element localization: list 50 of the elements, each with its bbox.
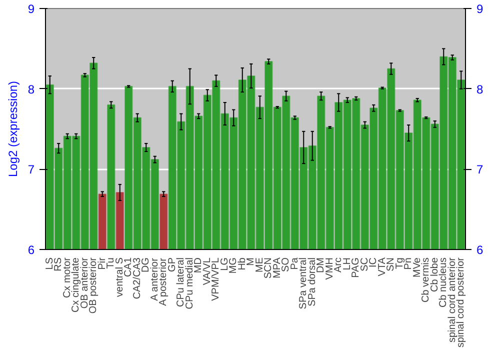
x-tick-label: Tg — [394, 258, 406, 270]
x-tick-label: LH — [342, 257, 353, 270]
x-tick-label: MPA — [272, 257, 283, 278]
y2-tick-label: 8 — [476, 82, 484, 96]
x-tick-label: SO — [280, 257, 292, 272]
x-tick-label: spinal cord anterior — [446, 256, 458, 343]
x-tick-label: VPM/VPL — [210, 257, 222, 301]
x-tick-label: SN — [386, 257, 397, 272]
x-tick-label: Tu — [106, 257, 117, 269]
x-tick-label: OB posterior — [88, 256, 100, 314]
x-tick-label: RS — [53, 257, 64, 272]
x-tick-label: LS — [44, 257, 56, 270]
x-tick-label: PAG — [350, 257, 362, 278]
x-tick-label: CA1 — [123, 257, 134, 277]
x-tick-label: SC — [359, 257, 370, 272]
y2-tick-label: 7 — [476, 162, 484, 177]
x-tick-label: OB anterior — [79, 256, 90, 309]
x-tick-label: ventral S — [114, 257, 126, 297]
x-tick-label: SPa dorsal — [306, 257, 318, 306]
x-tick-label: Pa — [289, 257, 300, 270]
x-tick-label: MVe — [412, 257, 423, 278]
y-tick-label: 7 — [28, 162, 35, 177]
x-tick-label: Cb lobe — [429, 257, 440, 292]
y-tick-label: 9 — [28, 2, 35, 16]
x-tick-label: Pir — [96, 256, 108, 270]
y-tick-label: 6 — [28, 243, 35, 257]
y2-tick-label: 9 — [476, 2, 484, 16]
x-tick-label: Cb nucleus — [438, 258, 450, 308]
x-tick-label: DM — [316, 257, 327, 274]
x-tick-label: Arc — [333, 258, 344, 272]
x-tick-label: A posterior — [158, 257, 170, 306]
x-tick-label: SCN — [263, 257, 274, 279]
x-tick-label: CA2/CA3 — [132, 257, 143, 300]
x-tick-label: ME — [254, 257, 266, 272]
x-tick-label: VTA — [376, 257, 388, 276]
x-tick-label: VMH — [324, 257, 336, 280]
x-tick-label: LG — [219, 257, 230, 271]
x-tick-label: spinal cord posterior — [456, 256, 467, 348]
x-tick-label: GP — [166, 257, 178, 272]
x-tick-label: DG — [140, 257, 152, 272]
y-axis-title: Log2 (expression) — [6, 80, 20, 178]
y-tick-label: 8 — [28, 82, 35, 96]
x-tick-label: IC — [368, 258, 380, 268]
x-tick-label: A anterior — [149, 257, 160, 301]
x-tick-label: Hb — [236, 257, 248, 270]
y2-tick-label: 6 — [476, 243, 484, 257]
x-tick-label: Cx cingulate — [70, 257, 82, 313]
x-tick-label: M — [246, 257, 257, 266]
x-tick-label: CPu medial — [184, 257, 196, 310]
x-tick-label: Pn — [403, 257, 414, 270]
